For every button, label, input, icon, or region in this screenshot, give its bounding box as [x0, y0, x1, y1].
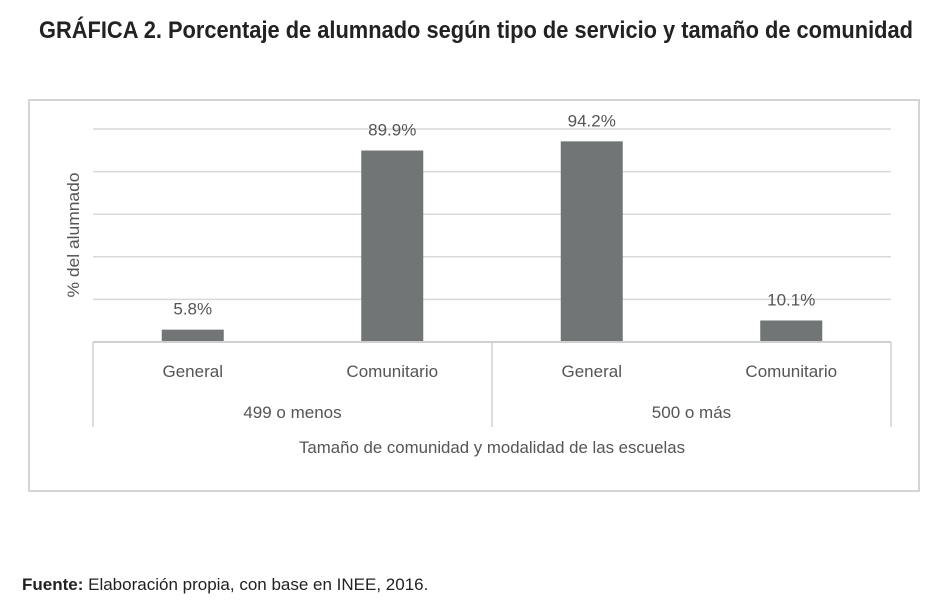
source-text: Elaboración propia, con base en INEE, 20… — [83, 575, 428, 594]
x-axis: General Comunitario General Comunitario 499 … — [92, 341, 892, 427]
source-label: Fuente: — [22, 575, 83, 594]
bar — [161, 329, 224, 342]
chart-title: GRÁFICA 2. Porcentaje de alumnado según … — [39, 16, 913, 44]
chart-frame — [28, 99, 920, 492]
x-tick-label: Comunitario — [346, 362, 438, 381]
group-label: 500 o más — [652, 403, 731, 422]
x-axis-label: Tamaño de comunidad y modalidad de las e… — [299, 438, 685, 457]
x-tick-label: General — [163, 362, 223, 381]
data-label: 10.1% — [767, 290, 815, 309]
x-tick-label: General — [562, 362, 622, 381]
data-label: 89.9% — [368, 121, 416, 140]
gridlines — [93, 128, 891, 301]
bar — [760, 320, 823, 342]
data-label: 94.2% — [568, 111, 616, 130]
bars: 5.8% 89.9% 94.2% 10.1% — [161, 111, 823, 342]
y-axis-label: % del alumnado — [64, 173, 83, 298]
source-note: Fuente: Elaboración propia, con base en … — [22, 575, 428, 594]
group-label: 499 o menos — [243, 403, 341, 422]
x-tick-label: Comunitario — [745, 362, 837, 381]
bar — [361, 150, 424, 342]
bar — [560, 141, 623, 342]
data-label: 5.8% — [173, 300, 212, 319]
